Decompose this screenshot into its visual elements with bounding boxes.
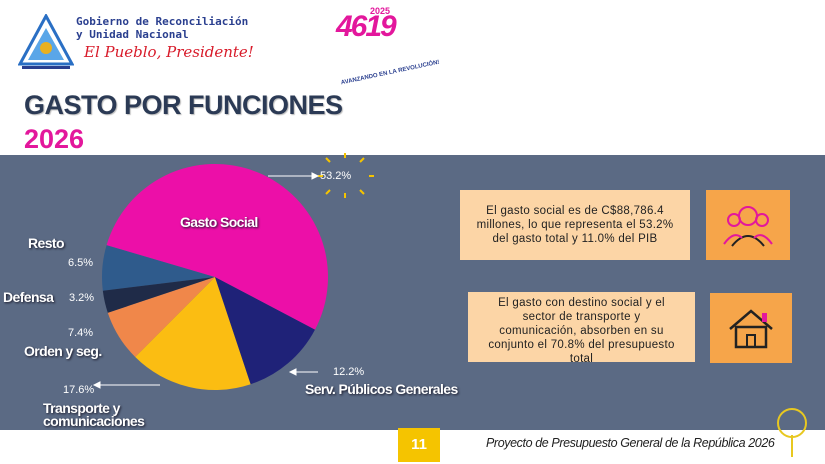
category-label: Orden y seg. bbox=[24, 343, 102, 359]
callout: El gasto social es de C$88,786.4 millones… bbox=[460, 190, 690, 260]
category-label: Resto bbox=[28, 235, 65, 251]
gov-logo bbox=[18, 14, 74, 69]
gov-line: y Unidad Nacional bbox=[76, 28, 189, 41]
callout-line: total bbox=[569, 353, 594, 365]
value-label: 3.2% bbox=[69, 292, 95, 304]
callout-line: conjunto el 70.8% del presupuesto bbox=[488, 339, 675, 351]
callout: El gasto con destino social y el sector d… bbox=[468, 292, 695, 365]
value-label: 53.2% bbox=[320, 170, 352, 182]
category-label: Gasto Social bbox=[180, 214, 258, 230]
house-icon bbox=[729, 309, 773, 349]
pie-slice bbox=[135, 277, 251, 391]
leader-lines bbox=[92, 172, 320, 389]
subtitle: 2026 bbox=[24, 124, 85, 154]
pie-slice bbox=[107, 277, 215, 358]
callout-line: El gasto social es de C$88,786.4 bbox=[486, 205, 664, 217]
callout-line: millones, lo que representa el 53.2% bbox=[476, 219, 674, 231]
value-label: 6.5% bbox=[68, 257, 94, 269]
pie-slice bbox=[102, 245, 215, 291]
icon-box bbox=[710, 293, 792, 363]
tree-decoration bbox=[777, 408, 807, 457]
page-number: 11 bbox=[398, 428, 440, 462]
callout-line: sector de transporte y bbox=[522, 311, 641, 323]
title: GASTO POR FUNCIONES bbox=[24, 90, 343, 120]
value-label: 17.6% bbox=[63, 384, 95, 396]
callout-line: comunicación, absorben en su bbox=[499, 325, 664, 337]
callout-line: del gasto total y 11.0% del PIB bbox=[492, 233, 658, 245]
pie-slice bbox=[106, 164, 328, 330]
pie-slice bbox=[102, 277, 215, 313]
icon-box bbox=[706, 190, 790, 260]
logo-year: 2025 bbox=[370, 6, 391, 16]
value-label: 7.4% bbox=[68, 327, 94, 339]
gov-line: Gobierno de Reconciliación bbox=[76, 15, 249, 28]
value-label: 12.2% bbox=[333, 366, 365, 378]
callout-line: El gasto con destino social y el bbox=[498, 297, 665, 309]
category-label: Transporte y comunicaciones bbox=[43, 400, 145, 429]
people-icon bbox=[723, 206, 773, 247]
pie-chart bbox=[92, 153, 374, 391]
pie-slice bbox=[215, 277, 316, 385]
category-label: Defensa bbox=[3, 289, 54, 305]
logo-number: 4619 bbox=[336, 10, 397, 43]
footer-text: Proyecto de Presupuesto General de la Re… bbox=[486, 436, 775, 450]
category-label: Serv. Públicos Generales bbox=[305, 381, 458, 397]
slogan: El Pueblo, Presidente! bbox=[84, 43, 254, 61]
sunburst bbox=[318, 153, 374, 198]
